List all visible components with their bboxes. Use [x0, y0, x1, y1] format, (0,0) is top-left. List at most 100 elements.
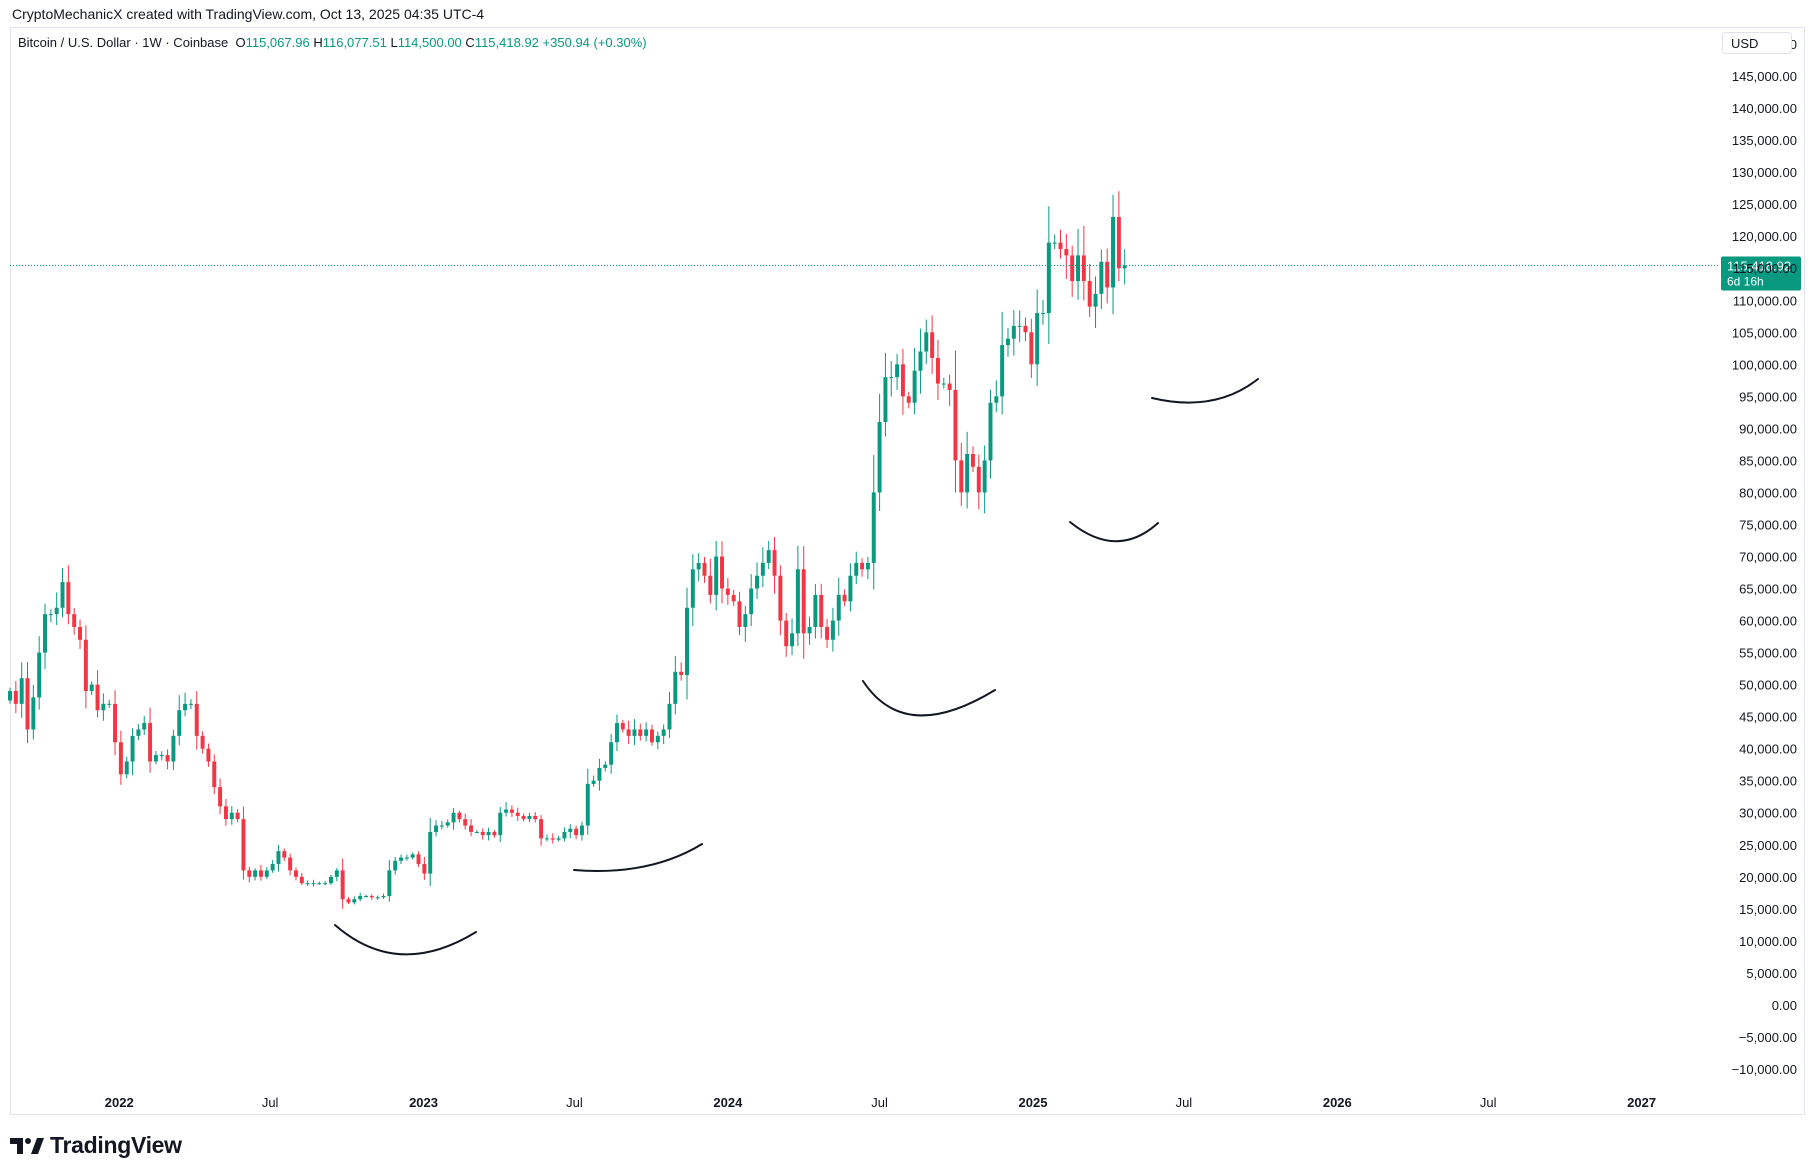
candle-body [264, 870, 269, 877]
candle [317, 881, 322, 885]
candle [685, 587, 689, 700]
candle-body [1023, 325, 1028, 333]
y-tick-label: 100,000.00 [1732, 357, 1797, 372]
tradingview-logo[interactable]: TradingView [10, 1132, 182, 1159]
candle-body [574, 828, 579, 836]
last-price-label-box [1721, 256, 1801, 291]
candle [953, 350, 958, 493]
candle [766, 540, 771, 570]
candle [994, 380, 999, 413]
candle [434, 820, 439, 837]
candle [801, 546, 806, 659]
candle [708, 558, 713, 604]
candle [25, 662, 30, 744]
candle [982, 445, 987, 514]
candle-body [918, 351, 923, 371]
y-tick-label: 85,000.00 [1739, 453, 1797, 468]
candle [795, 546, 800, 647]
candle-body [696, 562, 701, 570]
candle-body [953, 389, 958, 461]
candle [889, 361, 894, 397]
candle [725, 578, 730, 605]
candle [1081, 225, 1086, 301]
candle [778, 565, 783, 636]
candle-body [515, 812, 520, 816]
candle [714, 540, 719, 611]
candle-body [1046, 242, 1051, 314]
candle [1105, 248, 1110, 304]
candle [521, 813, 526, 822]
candle-body [1070, 255, 1075, 282]
candle [702, 557, 707, 583]
candle [66, 565, 71, 625]
candle-body [43, 614, 48, 653]
candle-body [358, 896, 363, 900]
candle [247, 866, 252, 883]
close-label: C [465, 35, 475, 50]
candle [329, 874, 333, 885]
candle [731, 589, 736, 606]
candle [142, 715, 147, 735]
candle-body [469, 825, 474, 832]
candle-body [270, 863, 275, 871]
candle-body [463, 819, 468, 826]
candle-body [451, 812, 456, 823]
candle-body [445, 822, 450, 826]
candle [399, 854, 404, 865]
candle [813, 584, 818, 639]
candle [871, 455, 876, 590]
candle [1046, 206, 1051, 344]
price-axis: −10,000.00 −5,000.00 0.00 5,000.00 10,000.00… [1732, 37, 1797, 1077]
candle [941, 377, 946, 389]
time-axis: 2022 Jul 2023 Jul 2024 Jul 2025 Jul 2026 Jul 2027 [105, 1095, 1656, 1110]
candle-body [702, 562, 707, 576]
candle [223, 798, 228, 826]
candle-body [66, 582, 71, 615]
candle-body [644, 729, 649, 736]
candle [603, 761, 608, 772]
candle-body [118, 742, 123, 775]
candle [790, 618, 795, 656]
y-tick-label: 115,000.00 [1733, 261, 1797, 276]
candle [130, 728, 135, 776]
candle [900, 349, 905, 415]
chart-attribution: CryptoMechanicX created with TradingView… [12, 6, 485, 22]
candle [609, 733, 614, 774]
candle [136, 724, 141, 741]
candle [469, 819, 474, 837]
candle [819, 583, 824, 639]
candle [930, 315, 935, 374]
candle [720, 541, 724, 604]
candle-body [1064, 249, 1069, 256]
candle-body [375, 897, 380, 899]
candle [352, 896, 357, 905]
candle-body [25, 678, 30, 730]
candle-body [474, 831, 479, 833]
y-tick-label: 105,000.00 [1732, 325, 1797, 340]
currency-selector[interactable]: USD [1722, 32, 1792, 54]
candle [8, 687, 12, 704]
candle-body [871, 492, 876, 563]
candle-body [626, 729, 631, 736]
candle-body [422, 863, 427, 874]
candle-body [737, 601, 742, 627]
candle-body [982, 460, 987, 493]
candle [836, 577, 841, 636]
candle-body [854, 562, 859, 576]
candle-body [393, 860, 398, 871]
low-value: 114,500.00 [397, 35, 462, 50]
candle-body [416, 854, 421, 864]
candle-body [743, 614, 748, 627]
candle [253, 868, 258, 881]
candle [644, 722, 649, 742]
symbol-legend[interactable]: Bitcoin / U.S. Dollar · 1W · Coinbase O1… [18, 35, 647, 50]
candle-body [1011, 325, 1016, 339]
candle-body [655, 735, 660, 743]
candle [19, 662, 24, 718]
candle-body [311, 883, 316, 885]
candle-body [976, 466, 981, 493]
candle [270, 859, 275, 873]
candle-body [387, 870, 392, 897]
candle-body [486, 831, 491, 836]
